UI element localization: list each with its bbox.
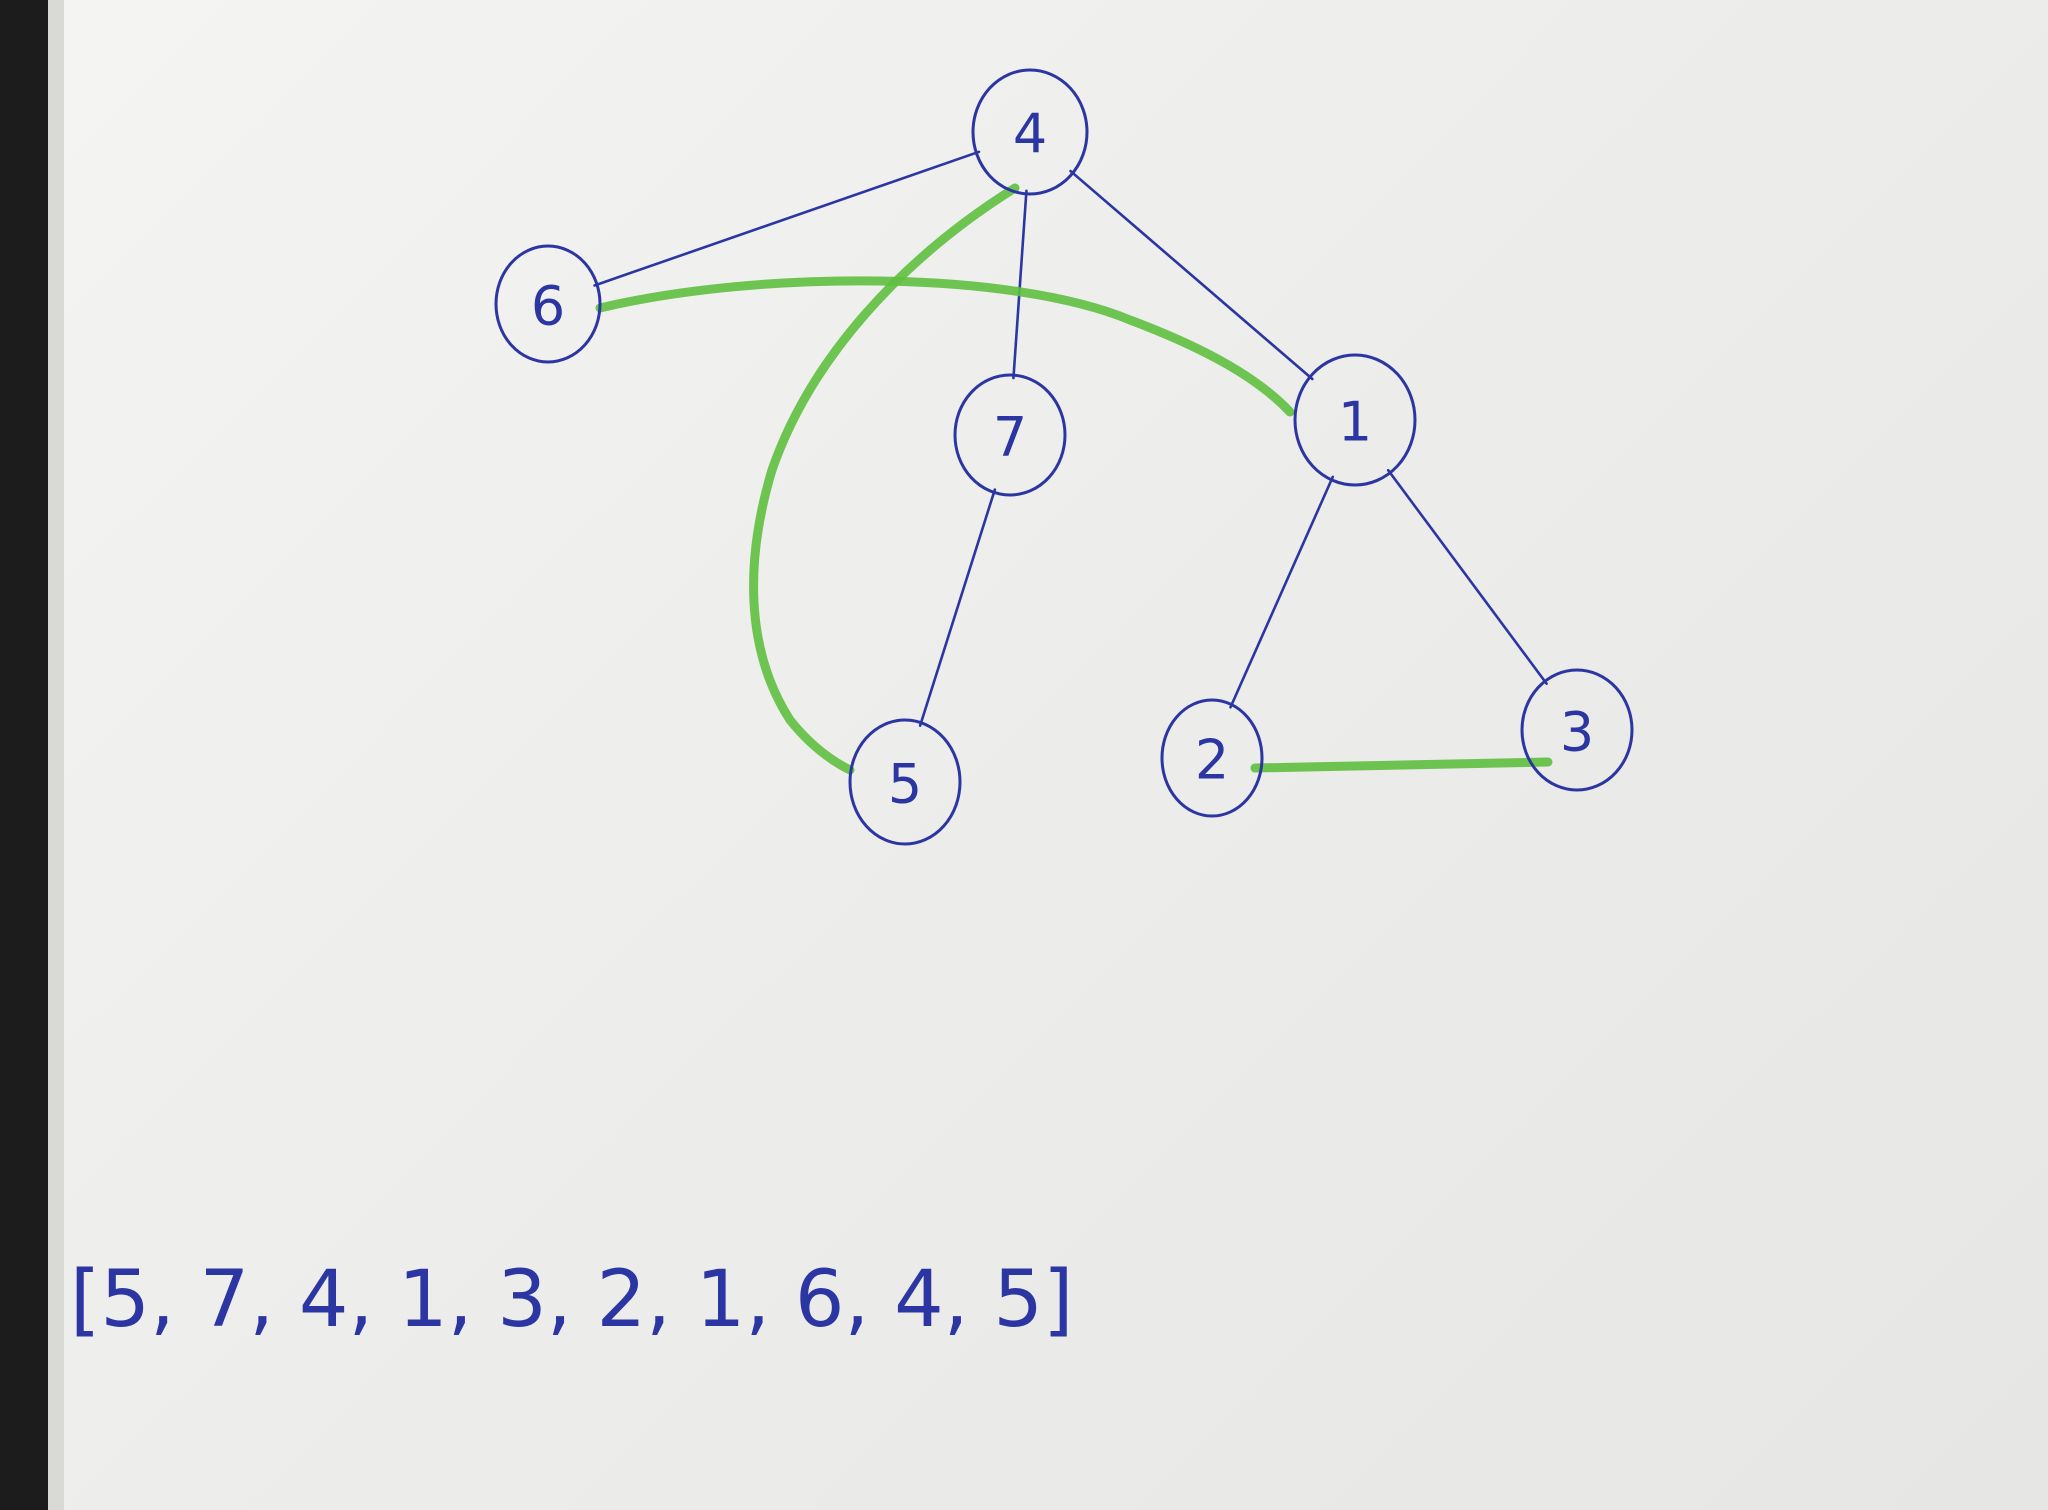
node-circle-4 bbox=[971, 68, 1089, 196]
node-5: 5 bbox=[848, 718, 962, 846]
tree-edges bbox=[593, 150, 1548, 727]
node-label-5: 5 bbox=[888, 753, 922, 816]
node-1: 1 bbox=[1293, 353, 1417, 487]
edge-4-6 bbox=[593, 150, 981, 287]
graph-nodes: 4 6 7 1 5 2 3 bbox=[494, 68, 1634, 846]
edge-4-1 bbox=[1069, 169, 1314, 381]
node-label-3: 3 bbox=[1560, 701, 1594, 764]
sequence-list: [5, 7, 4, 1, 3, 2, 1, 6, 4, 5] bbox=[70, 1255, 1073, 1345]
paper-sheet bbox=[64, 0, 2048, 1510]
node-4: 4 bbox=[971, 68, 1089, 196]
node-7: 7 bbox=[953, 373, 1067, 497]
edge-1-2 bbox=[1229, 475, 1335, 709]
node-circle-7 bbox=[953, 373, 1067, 497]
edge-7-5 bbox=[918, 488, 997, 727]
node-circle-5 bbox=[848, 718, 962, 846]
node-circle-6 bbox=[494, 244, 602, 364]
highlighted-edge-4-5 bbox=[749, 183, 1020, 775]
node-label-1: 1 bbox=[1338, 391, 1372, 454]
highlighted-edge-6-1 bbox=[595, 276, 1295, 417]
node-label-6: 6 bbox=[531, 275, 565, 338]
node-label-7: 7 bbox=[993, 406, 1027, 469]
node-2: 2 bbox=[1160, 698, 1264, 818]
edge-1-3 bbox=[1386, 468, 1548, 685]
node-circle-3 bbox=[1520, 668, 1634, 792]
node-label-2: 2 bbox=[1195, 729, 1229, 792]
highlighted-edges bbox=[595, 183, 1553, 775]
node-circle-1 bbox=[1293, 353, 1417, 487]
edge-4-7 bbox=[1012, 189, 1028, 380]
highlighted-edge-2-3 bbox=[1250, 757, 1553, 773]
node-3: 3 bbox=[1520, 668, 1634, 792]
node-label-4: 4 bbox=[1013, 103, 1047, 166]
node-circle-2 bbox=[1160, 698, 1264, 818]
node-6: 6 bbox=[494, 244, 602, 364]
